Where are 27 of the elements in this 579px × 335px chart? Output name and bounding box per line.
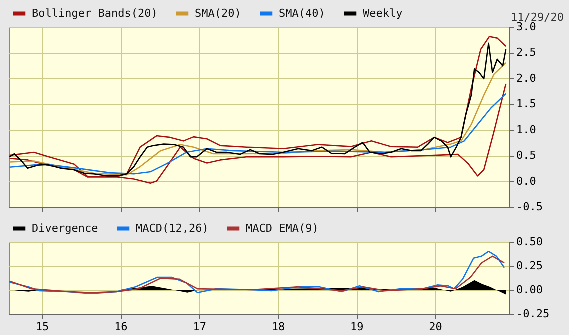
y-tick-label: 2.0 — [516, 72, 536, 85]
y-tick-label: 0.0 — [516, 174, 536, 188]
y-tick-label: 3.0 — [516, 20, 536, 34]
legend-label: Divergence — [32, 222, 98, 235]
legend-label: Bollinger Bands(20) — [32, 6, 158, 20]
y-tick-label: 1.0 — [516, 123, 536, 136]
y-tick-label: 0.50 — [516, 236, 543, 248]
x-tick-label: 17 — [193, 320, 206, 334]
y-tick-label: 1.5 — [516, 98, 536, 111]
legend-label: SMA(20) — [195, 6, 242, 20]
x-tick-label: 15 — [36, 320, 50, 334]
legend-label: MACD(12,26) — [136, 222, 209, 235]
x-tick-label: 18 — [272, 320, 286, 334]
y-tick-label: 0.25 — [516, 260, 543, 272]
line-series — [9, 93, 507, 175]
line-series — [9, 62, 507, 176]
x-tick-label: 16 — [114, 320, 128, 334]
legend-label: MACD EMA(9) — [246, 222, 319, 235]
legend-label: SMA(40) — [279, 6, 326, 20]
y-tick-label: 0.00 — [516, 284, 543, 296]
x-tick-label: 19 — [350, 320, 364, 334]
y-tick-label: -0.25 — [516, 308, 550, 320]
x-tick-label: 20 — [429, 320, 442, 334]
y-tick-label: 0.5 — [516, 149, 536, 162]
legend-label: Weekly — [363, 6, 404, 20]
y-tick-label: 2.5 — [516, 46, 536, 60]
y-tick-label: -0.5 — [516, 200, 543, 214]
